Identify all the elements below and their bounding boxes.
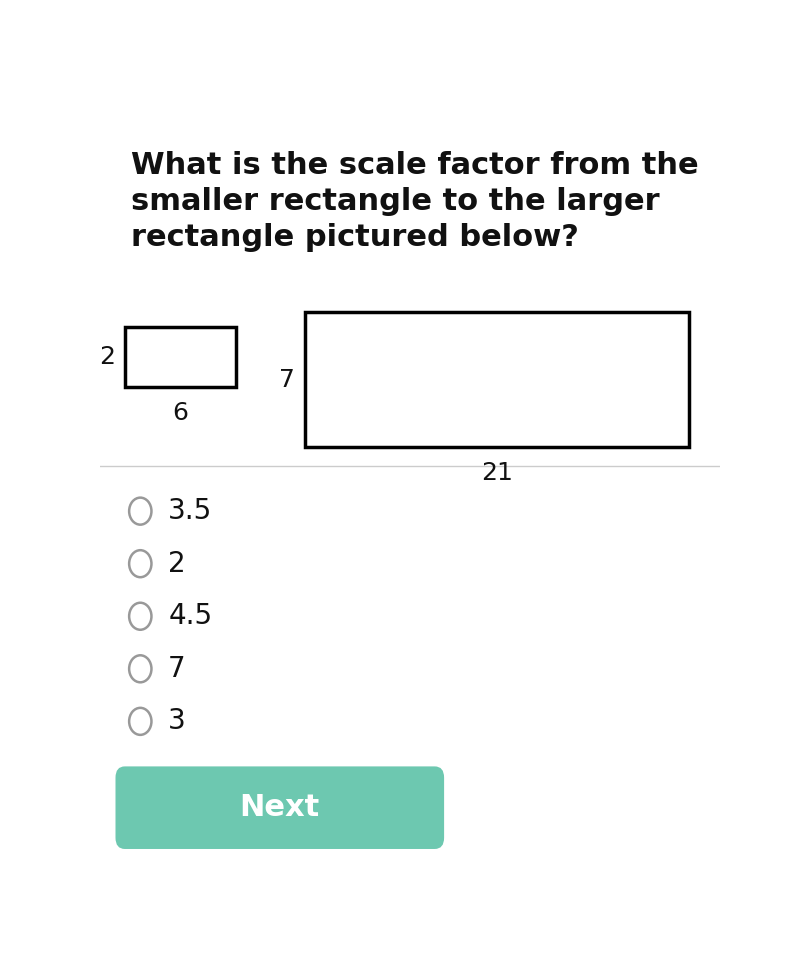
Circle shape xyxy=(129,655,151,682)
Text: 7: 7 xyxy=(279,368,295,392)
Text: What is the scale factor from the
smaller rectangle to the larger
rectangle pict: What is the scale factor from the smalle… xyxy=(131,151,698,252)
Text: 3: 3 xyxy=(168,707,186,735)
Circle shape xyxy=(129,603,151,630)
Text: Next: Next xyxy=(240,794,320,822)
Text: 4.5: 4.5 xyxy=(168,603,212,630)
Text: 7: 7 xyxy=(168,655,186,682)
Circle shape xyxy=(129,497,151,525)
Circle shape xyxy=(129,550,151,577)
Text: 21: 21 xyxy=(481,461,513,485)
FancyBboxPatch shape xyxy=(305,312,689,448)
FancyBboxPatch shape xyxy=(115,766,444,849)
Text: Support: Support xyxy=(766,78,782,146)
Circle shape xyxy=(129,708,151,735)
FancyBboxPatch shape xyxy=(125,328,237,387)
Text: 2: 2 xyxy=(99,345,115,370)
Text: 3.5: 3.5 xyxy=(168,497,213,526)
Text: 2: 2 xyxy=(168,550,186,578)
Text: 6: 6 xyxy=(173,401,189,425)
